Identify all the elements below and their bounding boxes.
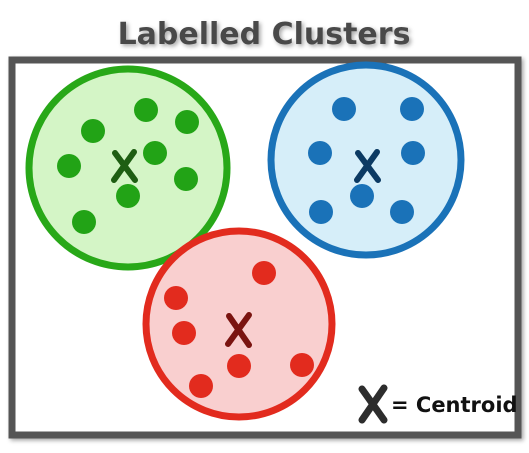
cluster-green-point xyxy=(57,154,81,178)
cluster-green-point xyxy=(72,210,96,234)
cluster-green-point xyxy=(174,167,198,191)
cluster-red-point xyxy=(189,374,213,398)
cluster-green-point xyxy=(134,98,158,122)
cluster-blue-point xyxy=(309,200,333,224)
cluster-green-point xyxy=(81,119,105,143)
cluster-red-point xyxy=(252,261,276,285)
cluster-red-point xyxy=(227,354,251,378)
cluster-blue-point xyxy=(400,97,424,121)
cluster-red xyxy=(142,227,336,421)
cluster-red-centroid xyxy=(225,312,252,348)
diagram-title: Labelled Clusters xyxy=(118,17,411,52)
cluster-blue-point xyxy=(390,200,414,224)
x-mark-icon xyxy=(358,384,388,424)
cluster-red-point xyxy=(172,321,196,345)
cluster-red-point xyxy=(164,286,188,310)
cluster-blue-centroid xyxy=(354,149,381,183)
cluster-blue-point xyxy=(401,141,425,165)
cluster-green-point xyxy=(143,141,167,165)
legend-label: = Centroid xyxy=(391,393,518,417)
cluster-green xyxy=(25,65,231,271)
cluster-blue-point xyxy=(332,97,356,121)
legend: = Centroid xyxy=(358,384,518,424)
cluster-green-centroid xyxy=(111,149,138,183)
cluster-red-point xyxy=(290,353,314,377)
cluster-blue-point xyxy=(350,184,374,208)
cluster-green-point xyxy=(116,184,140,208)
cluster-blue xyxy=(267,61,465,259)
cluster-green-point xyxy=(175,110,199,134)
cluster-blue-point xyxy=(308,141,332,165)
